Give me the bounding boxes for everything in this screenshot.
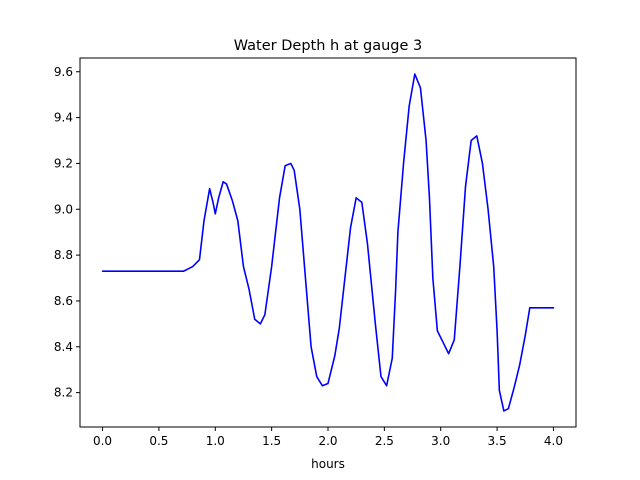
x-tick-label: 1.5 — [262, 434, 281, 448]
y-tick-label: 8.4 — [54, 340, 73, 354]
x-tick-label: 3.0 — [431, 434, 450, 448]
x-tick-label: 0.5 — [149, 434, 168, 448]
y-tick-label: 9.4 — [54, 111, 73, 125]
plot-area — [101, 73, 555, 412]
x-tick-label: 4.0 — [544, 434, 563, 448]
series-line-0 — [101, 73, 555, 412]
y-tick-label: 9.0 — [54, 202, 73, 216]
y-tick-label: 8.6 — [54, 294, 73, 308]
y-tick-label: 8.2 — [54, 386, 73, 400]
x-tick-label: 3.5 — [488, 434, 507, 448]
chart-title: Water Depth h at gauge 3 — [234, 38, 422, 54]
x-tick-label: 2.0 — [318, 434, 337, 448]
axes-frame — [79, 57, 577, 428]
x-axis-label: hours — [311, 457, 345, 471]
y-tick-label: 9.6 — [54, 65, 73, 79]
y-tick-label: 9.2 — [54, 156, 73, 170]
y-tick-label: 8.8 — [54, 248, 73, 262]
x-axis-ticks: 0.0 0.5 1.0 1.5 2.0 2.5 3.0 3.5 4.0 — [93, 427, 563, 448]
x-tick-label: 1.0 — [206, 434, 225, 448]
y-axis-ticks: 8.2 8.4 8.6 8.8 9.0 9.2 9.4 9.6 — [54, 65, 80, 400]
x-tick-label: 2.5 — [375, 434, 394, 448]
x-tick-label: 0.0 — [93, 434, 112, 448]
